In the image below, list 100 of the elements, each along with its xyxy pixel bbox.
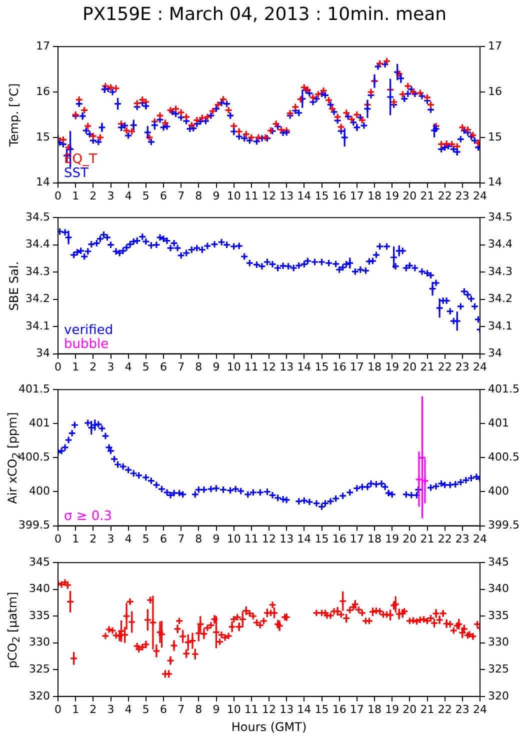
x-tick-label: 3	[107, 532, 114, 546]
x-tick-label: 14	[297, 532, 312, 546]
x-tick-label: 14	[297, 702, 312, 716]
x-tick-label: 19	[385, 360, 400, 374]
x-tick-label: 14	[297, 360, 312, 374]
x-tick-label: 16	[332, 702, 346, 716]
x-tick-label: 13	[280, 532, 294, 546]
x-tick-label: 21	[420, 189, 434, 202]
x-tick-label: 20	[402, 189, 417, 202]
x-tick-label: 1	[72, 532, 80, 546]
x-tick-label: 11	[244, 189, 258, 202]
x-tick-label: 18	[368, 360, 382, 374]
y2-tick-label: 330	[488, 636, 509, 649]
x-tick-label: 8	[195, 360, 202, 374]
text: σ ≥ 0.3	[64, 508, 112, 524]
x-tick-label: 8	[195, 189, 202, 202]
y2-tick-label: 401.5	[488, 382, 520, 396]
x-tick-label: 5	[142, 532, 150, 546]
y-tick-label: 34.5	[26, 210, 50, 224]
y2-tick-label: 399.5	[488, 518, 520, 532]
y-tick-label: 401	[29, 416, 50, 430]
x-tick-label: 20	[402, 702, 417, 716]
y-tick-label: 399.5	[18, 518, 50, 532]
y-tick-label: 320	[29, 689, 50, 702]
x-tick-label: 18	[368, 532, 382, 546]
x-tick-label: 19	[385, 189, 400, 202]
series-label: SST	[64, 166, 89, 181]
x-tick-label: 19	[385, 532, 400, 546]
y-tick-label: 16	[36, 84, 50, 98]
x-tick-label: 2	[90, 189, 97, 202]
x-tick-label: 21	[420, 702, 434, 716]
y-tick-label: 325	[29, 662, 50, 676]
x-tick-label: 12	[262, 360, 276, 374]
x-tick-label: 6	[160, 532, 167, 546]
x-tick-label: 23	[455, 532, 470, 546]
x-tick-label: 24	[473, 532, 487, 546]
y2-tick-label: 14	[488, 176, 502, 189]
y2-tick-label: 16	[488, 84, 502, 98]
x-tick-label: 13	[280, 360, 294, 374]
x-tick-label: 15	[314, 360, 329, 374]
x-tick-label: 24	[473, 360, 487, 374]
x-tick-label: 8	[195, 702, 202, 716]
x-tick-label: 13	[280, 189, 294, 202]
x-tick-label: 22	[438, 360, 452, 374]
x-tick-label: 18	[368, 702, 382, 716]
x-tick-label: 3	[107, 189, 114, 202]
x-tick-label: 9	[212, 360, 220, 374]
x-tick-label: 0	[54, 702, 62, 716]
x-tick-label: 4	[124, 360, 132, 374]
text: verified	[64, 322, 114, 338]
x-tick-label: 1	[72, 360, 80, 374]
x-tick-label: 6	[160, 702, 167, 716]
y-tick-label: 34	[36, 346, 50, 360]
x-tick-label: 12	[262, 189, 276, 202]
x-tick-label: 22	[438, 189, 452, 202]
y2-tick-label: 400	[488, 484, 509, 498]
x-tick-label: 4	[124, 189, 132, 202]
x-tick-label: 3	[107, 702, 114, 716]
y2-tick-label: 34.1	[488, 319, 512, 332]
x-tick-label: 16	[332, 189, 346, 202]
x-tick-label: 13	[280, 702, 294, 716]
x-tick-label: 1	[72, 189, 80, 202]
x-tick-label: 24	[473, 189, 487, 202]
x-tick-label: 17	[350, 189, 364, 202]
x-tick-label: 16	[332, 360, 346, 374]
x-tick-label: 10	[226, 189, 241, 202]
y-tick-label: 400	[29, 484, 50, 498]
y2-tick-label: 340	[488, 582, 509, 596]
x-tick-label: 15	[314, 702, 329, 716]
x-tick-label: 7	[178, 189, 185, 202]
x-tick-label: 20	[402, 360, 417, 374]
x-tick-label: 11	[244, 702, 258, 716]
x-tick-label: 0	[54, 532, 62, 546]
x-tick-label: 15	[314, 532, 329, 546]
x-tick-label: 2	[90, 360, 97, 374]
x-tick-label: 7	[178, 360, 185, 374]
x-tick-label: 8	[195, 532, 202, 546]
y-tick-label: 15	[36, 130, 50, 144]
y2-tick-label: 401	[488, 416, 509, 430]
x-tick-label: 21	[420, 360, 434, 374]
x-tick-label: 23	[455, 189, 470, 202]
x-tick-label: 10	[226, 360, 241, 374]
y2-tick-label: 34.5	[488, 210, 512, 224]
legend-label: bubble	[64, 336, 109, 352]
x-tick-label: 15	[314, 189, 329, 202]
x-tick-label: 11	[244, 360, 258, 374]
y2-tick-label: 400.5	[488, 450, 520, 464]
y-tick-label: 335	[29, 608, 50, 622]
y-tick-label: 14	[36, 176, 50, 189]
x-tick-label: 24	[473, 702, 487, 716]
x-tick-label: 9	[212, 189, 220, 202]
x-axis-title: Hours (GMT)	[231, 720, 307, 734]
y2-tick-label: 345	[488, 555, 509, 568]
x-tick-label: 5	[142, 702, 150, 716]
x-tick-label: 20	[402, 532, 417, 546]
y-axis-title: SBE Sal.	[7, 261, 21, 310]
x-tick-label: 4	[124, 702, 132, 716]
y-tick-label: 340	[29, 582, 50, 596]
x-tick-label: 17	[350, 360, 364, 374]
y-tick-label: 34.3	[26, 264, 50, 278]
